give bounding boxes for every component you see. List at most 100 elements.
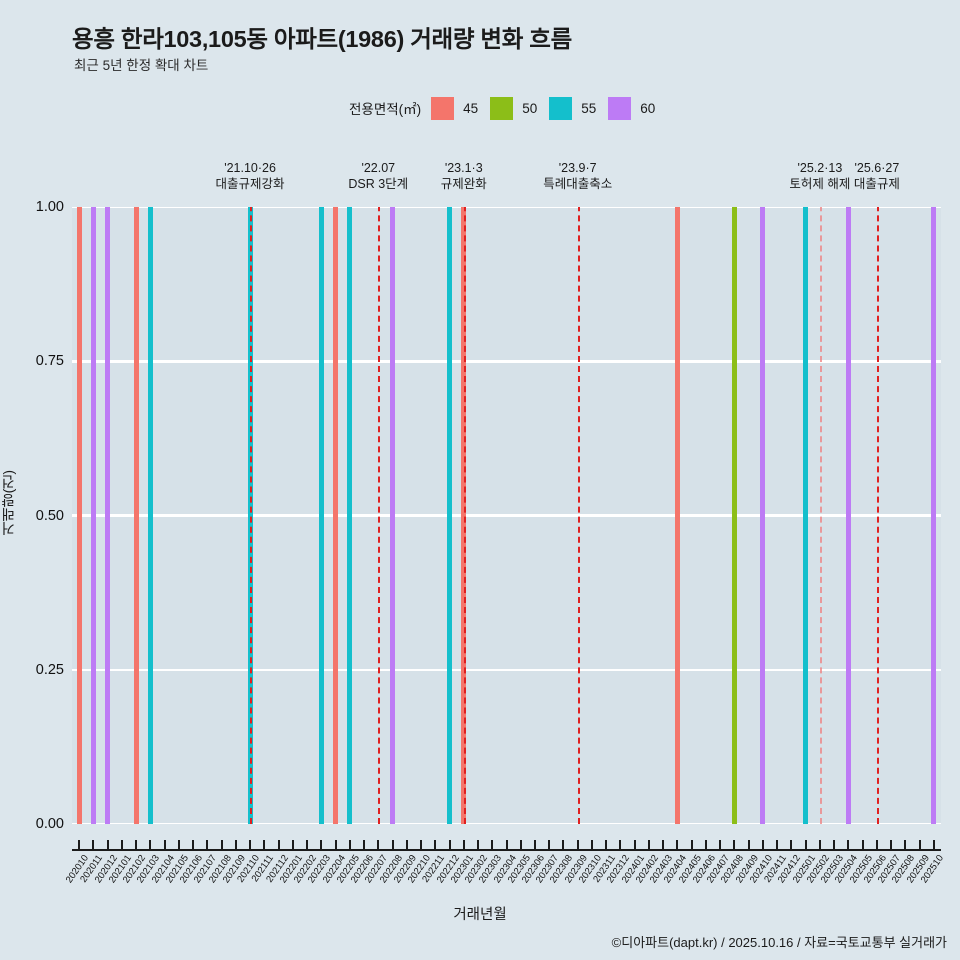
bar[interactable] (731, 207, 737, 824)
bar[interactable] (105, 207, 111, 824)
y-tick-label: 0.50 (35, 507, 64, 524)
x-tick (519, 840, 522, 849)
legend-item-45[interactable]: 45 (431, 96, 478, 120)
x-tick (719, 840, 722, 849)
page-title: 용흥 한라103,105동 아파트(1986) 거래량 변화 흐름 (72, 26, 572, 52)
annotation-label: '23.1·3 규제완화 (441, 160, 487, 192)
x-tick (149, 840, 152, 849)
x-tick (192, 840, 195, 849)
bar[interactable] (447, 207, 453, 824)
x-tick (818, 840, 821, 849)
annotation-vline (876, 207, 879, 824)
x-tick (548, 840, 551, 849)
x-tick (135, 840, 138, 849)
x-tick (78, 840, 81, 849)
annotation-text: 특례대출축소 (543, 177, 613, 191)
x-tick (776, 840, 779, 849)
x-tick (590, 840, 593, 849)
annotation-vline (378, 207, 381, 824)
x-tick (619, 840, 622, 849)
x-axis-line (72, 849, 941, 851)
legend-item-60[interactable]: 60 (608, 96, 656, 120)
x-tick (676, 840, 679, 849)
bar[interactable] (347, 207, 353, 824)
x-tick (662, 840, 665, 849)
annotation-date: '25.6·27 (854, 161, 900, 175)
x-tick (363, 840, 366, 849)
bar[interactable] (318, 207, 324, 824)
legend-label: 50 (522, 100, 538, 116)
bar[interactable] (133, 207, 139, 824)
x-tick (334, 840, 337, 849)
annotation-text: DSR 3단계 (348, 177, 409, 191)
bar[interactable] (333, 207, 339, 824)
x-tick (163, 840, 166, 849)
y-tick-label: 0.25 (35, 661, 64, 678)
x-tick (291, 840, 294, 849)
x-tick (875, 840, 878, 849)
x-tick (790, 840, 793, 849)
y-tick-label: 0.75 (35, 353, 64, 370)
x-tick (263, 840, 266, 849)
x-tick (847, 840, 850, 849)
legend-item-55[interactable]: 55 (549, 96, 597, 120)
bar[interactable] (674, 207, 680, 824)
annotation-label: '21.10·26 대출규제강화 (216, 160, 285, 192)
y-tick-label: 0.00 (35, 816, 64, 832)
bar[interactable] (760, 207, 766, 824)
legend-swatch-icon (431, 96, 455, 120)
x-tick (562, 840, 565, 849)
annotation-date: '25.2·13 (797, 161, 843, 175)
annotation-label: '25.6·27 대출규제 (854, 160, 900, 192)
x-tick (747, 840, 750, 849)
annotation-vline (819, 207, 822, 824)
annotation-text: 대출규제 (853, 177, 900, 191)
x-tick (348, 840, 351, 849)
annotation-date: '21.10·26 (224, 161, 276, 175)
x-tick (804, 840, 807, 849)
legend-item-50[interactable]: 50 (490, 96, 538, 120)
x-tick (704, 840, 707, 849)
x-tick (448, 840, 451, 849)
y-tick-label: 1.00 (35, 199, 64, 215)
x-tick (106, 840, 109, 849)
annotation-vline (250, 207, 253, 824)
plot-area (72, 207, 941, 824)
x-tick (477, 840, 479, 849)
x-tick (420, 840, 423, 849)
annotation-vline (577, 207, 580, 824)
bar[interactable] (90, 207, 96, 824)
bar[interactable] (803, 207, 809, 824)
x-tick (120, 840, 123, 849)
bar[interactable] (76, 207, 82, 824)
legend-swatch-icon (549, 96, 573, 120)
bar[interactable] (390, 207, 396, 824)
x-tick (932, 840, 935, 849)
legend-label: 55 (581, 100, 597, 116)
gridline (72, 207, 941, 209)
x-tick (761, 840, 764, 849)
annotation-text: 규제완화 (440, 177, 487, 191)
legend-swatch-icon (490, 96, 514, 120)
bar[interactable] (845, 207, 851, 824)
legend-swatch-icon (608, 96, 632, 120)
x-tick (833, 840, 836, 849)
x-tick (861, 840, 864, 849)
x-tick (647, 840, 650, 849)
bar[interactable] (147, 207, 153, 824)
legend-label: 60 (640, 100, 656, 116)
footer-credit: ©디아파트(dapt.kr) / 2025.10.16 / 자료=국토교통부 실… (611, 935, 947, 950)
annotation-label: '23.9·7 특례대출축소 (543, 160, 612, 192)
x-tick (249, 840, 252, 849)
legend-title: 전용면적(㎡) (349, 102, 422, 117)
annotation-date: '23.9·7 (558, 161, 597, 175)
annotation-date: '23.1·3 (444, 161, 483, 175)
x-tick (605, 840, 608, 849)
bar[interactable] (931, 207, 937, 824)
annotation-label: '25.2·13 토허제 해제 (789, 160, 850, 192)
x-tick (377, 840, 380, 849)
x-tick (92, 840, 95, 849)
gridline (72, 668, 941, 671)
annotation-vline (463, 207, 466, 824)
